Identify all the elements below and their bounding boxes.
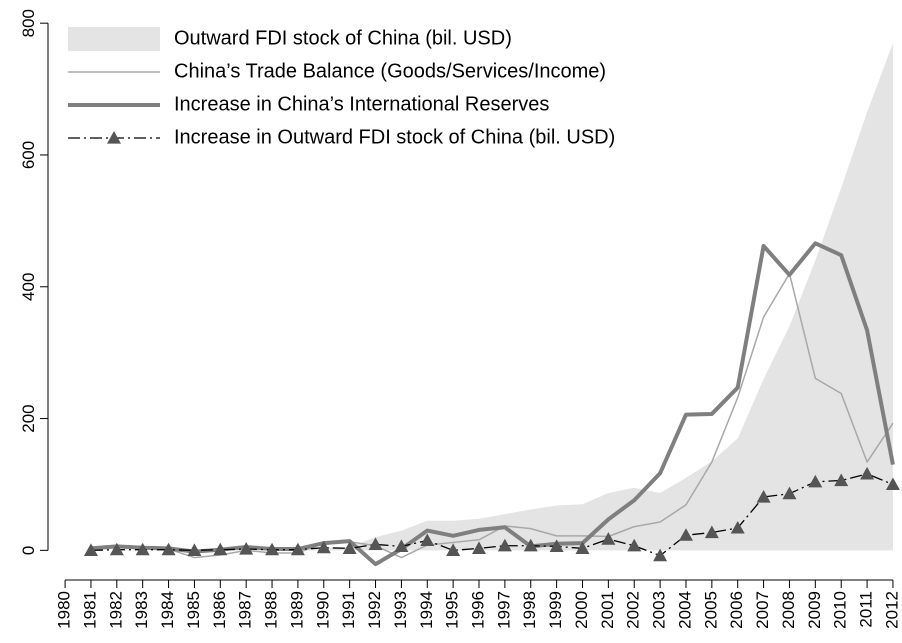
x-tick-label: 1980 [55, 591, 74, 629]
x-tick-label: 2009 [805, 591, 824, 629]
y-tick-label: 800 [19, 9, 38, 37]
x-tick-label: 1992 [365, 591, 384, 629]
y-tick-label: 400 [19, 273, 38, 301]
x-tick-label: 2006 [727, 591, 746, 629]
marker [730, 520, 745, 534]
marker [678, 528, 693, 541]
x-tick-label: 2003 [650, 591, 669, 629]
x-tick-label: 1991 [339, 591, 358, 629]
x-tick-label: 2000 [572, 591, 591, 629]
marker [860, 466, 875, 480]
marker [187, 543, 202, 556]
marker [290, 542, 305, 556]
x-tick-label: 2008 [779, 591, 798, 629]
area [65, 42, 893, 551]
legend-label: Outward FDI stock of China (bil. USD) [174, 27, 512, 49]
marker [575, 541, 590, 554]
marker [109, 542, 124, 556]
marker [135, 542, 150, 556]
x-tick-label: 2001 [598, 591, 617, 629]
y-tick-label: 200 [19, 404, 38, 432]
x-tick-label: 1984 [158, 591, 177, 629]
marker [368, 537, 383, 551]
marker [265, 542, 280, 556]
y-tick-label: 600 [19, 141, 38, 169]
marker [653, 548, 668, 562]
x-tick-label: 2004 [675, 591, 694, 629]
x-tick-label: 2005 [701, 591, 720, 629]
marker [601, 532, 616, 545]
marker [342, 541, 357, 554]
marker [394, 539, 409, 552]
marker [316, 540, 331, 554]
legend-marker [107, 131, 121, 144]
x-tick-label: 1998 [520, 591, 539, 629]
marker [213, 542, 228, 556]
marker [472, 541, 487, 554]
y-tick-label: 0 [19, 546, 38, 555]
x-tick-label: 2011 [857, 591, 876, 628]
marker [446, 543, 461, 556]
x-tick-label: 1981 [80, 591, 99, 629]
marker [756, 489, 771, 503]
marker [420, 533, 435, 547]
marker [83, 543, 98, 556]
x-tick-label: 1982 [106, 591, 125, 629]
x-tick-label: 1999 [546, 591, 565, 629]
x-tick-label: 1983 [132, 591, 151, 629]
marker [497, 538, 512, 552]
marker [161, 542, 176, 556]
marker [808, 474, 823, 488]
legend-label: Increase in Outward FDI stock of China (… [174, 126, 615, 148]
x-tick-label: 2007 [753, 591, 772, 629]
x-tick-label: 1996 [468, 591, 487, 629]
line [90, 473, 894, 557]
x-tick-label: 1987 [236, 591, 255, 629]
marker [704, 525, 719, 539]
x-tick-label: 1989 [287, 591, 306, 629]
x-tick-label: 1985 [184, 591, 203, 629]
x-tick-label: 2010 [831, 591, 850, 629]
marker [523, 538, 538, 552]
x-tick-label: 2002 [624, 591, 643, 629]
x-tick-label: 1988 [262, 591, 281, 629]
x-tick-label: 2012 [882, 591, 901, 629]
marker [549, 539, 564, 552]
marker [834, 473, 849, 487]
x-tick-label: 1994 [417, 591, 436, 629]
legend-swatch [68, 27, 160, 51]
marker [627, 538, 642, 552]
legend-label: Increase in China’s International Reserv… [174, 93, 549, 115]
x-tick-label: 1990 [313, 591, 332, 629]
x-tick-label: 1995 [443, 591, 462, 629]
marker [885, 477, 900, 491]
x-tick-label: 1993 [391, 591, 410, 629]
x-tick-label: 1997 [494, 591, 513, 629]
marker [782, 486, 797, 500]
marker [239, 542, 254, 555]
x-tick-label: 1986 [210, 591, 229, 629]
legend-label: China’s Trade Balance (Goods/Services/In… [174, 60, 606, 82]
